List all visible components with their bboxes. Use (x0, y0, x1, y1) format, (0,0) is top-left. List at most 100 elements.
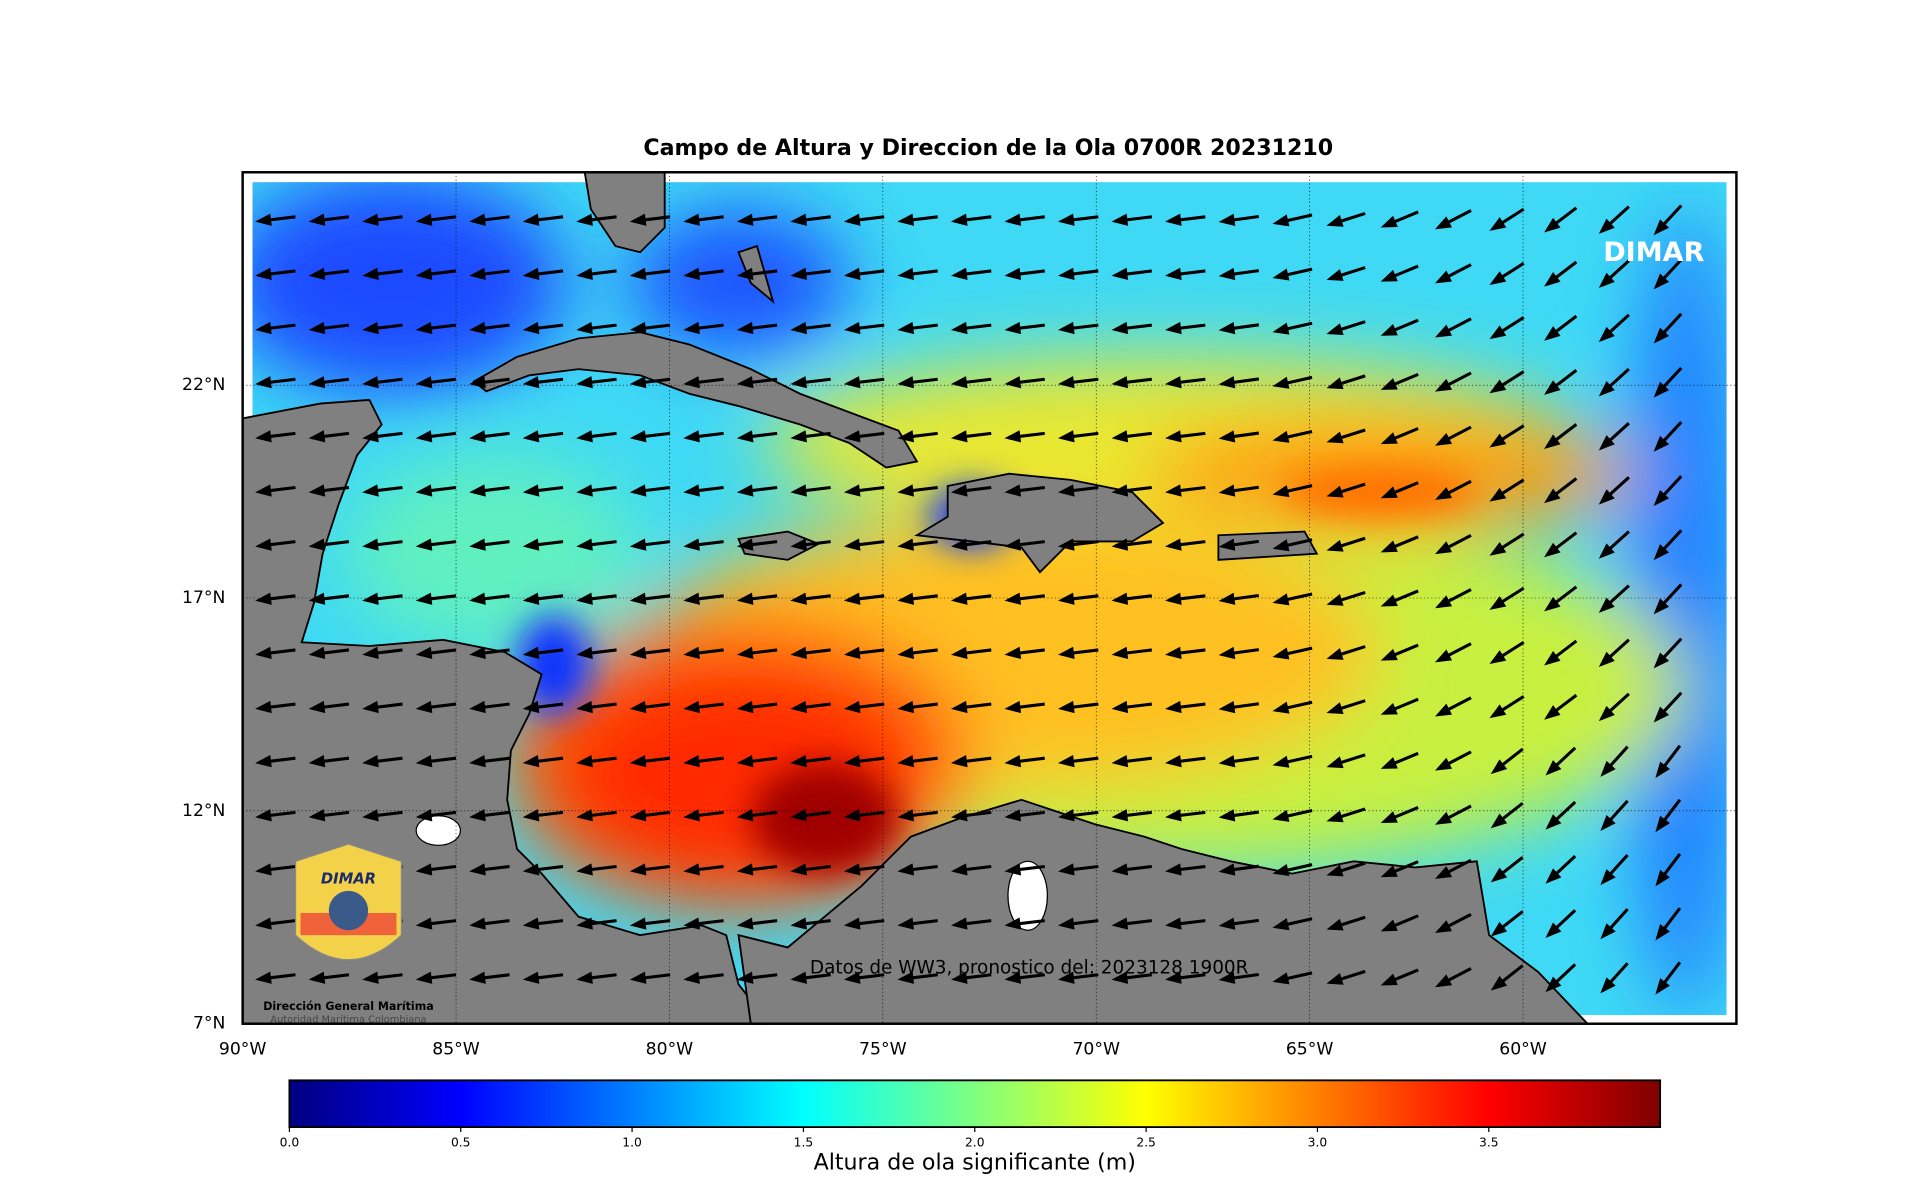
wave-arrow-head (1111, 592, 1129, 605)
wave-arrow-head (1165, 592, 1182, 605)
wave-arrow-head (950, 917, 968, 930)
wave-arrow-head (255, 863, 272, 876)
wave-arrow-head (1544, 380, 1561, 395)
wave-arrow-head (1218, 701, 1236, 714)
wave-arrow-head (1165, 700, 1182, 714)
wave-arrow-head (950, 484, 968, 497)
wave-arrow-head (950, 430, 968, 443)
wave-arrow-head (469, 917, 486, 930)
wave-arrow-head (683, 484, 700, 497)
wave-arrow-head (790, 538, 807, 551)
wave-arrow-head (1598, 543, 1615, 559)
wave-arrow-head (1598, 218, 1615, 234)
wave-arrow-head (1004, 484, 1022, 497)
wave-arrow-head (576, 538, 593, 551)
wave-arrow-head (469, 646, 486, 659)
wave-arrow-head (308, 809, 326, 822)
lon-tick-label: 70°W (1072, 1040, 1120, 1060)
wave-arrow-head (1434, 595, 1453, 609)
wave-arrow-head (1272, 376, 1290, 389)
wave-arrow-head (362, 592, 379, 605)
map-frame (241, 171, 1738, 1025)
wave-arrow-head (469, 430, 486, 443)
wave-arrow-head (576, 700, 593, 714)
wave-arrow-head (415, 267, 433, 281)
wave-arrow-head (576, 863, 593, 876)
wave-arrow-head (1218, 917, 1236, 930)
wave-arrow-head (1544, 326, 1561, 341)
wave-arrow-head (415, 700, 433, 714)
wave-arrow-head (308, 971, 326, 984)
wave-arrow-head (1544, 217, 1561, 233)
wave-arrow-head (576, 267, 593, 281)
wave-arrow-head (629, 646, 647, 659)
wave-arrow-head (469, 755, 486, 768)
wave-arrow-head (1326, 648, 1344, 660)
wave-arrow-head (469, 267, 486, 281)
wave-arrow-head (736, 592, 754, 605)
wave-arrow-head (736, 971, 754, 984)
wave-arrow-head (415, 321, 433, 335)
wave-arrow-head (897, 592, 915, 605)
wave-arrow-head (1004, 646, 1022, 659)
wave-arrow-head (790, 863, 807, 876)
wave-arrow-head (629, 321, 647, 335)
wave-arrow-head (1165, 430, 1182, 443)
wave-arrow-head (790, 430, 807, 443)
wave-arrow-head (683, 592, 700, 605)
wave-arrow-head (1380, 919, 1398, 932)
wave-arrow-head (255, 917, 272, 930)
wave-arrow-head (362, 267, 379, 281)
wave-arrow-head (522, 755, 540, 768)
wave-arrow-head (1057, 484, 1075, 497)
colorbar-tick-label: 0.5 (451, 1136, 471, 1150)
wave-arrow-head (415, 484, 433, 497)
wave-arrow-head (1004, 430, 1022, 443)
wave-arrow-head (1272, 485, 1290, 498)
wave-arrow-head (790, 592, 807, 605)
wave-arrow-head (1218, 322, 1236, 335)
wave-arrow-head (469, 592, 486, 605)
wave-arrow-head (1004, 538, 1022, 551)
wave-arrow-head (362, 646, 379, 659)
wave-arrow-head (1544, 434, 1561, 449)
wave-arrow-head (843, 213, 861, 226)
wave-arrow-head (1111, 700, 1129, 714)
wave-arrow-head (1434, 757, 1453, 771)
wave-arrow-head (308, 755, 326, 768)
wave-arrow-head (1004, 321, 1022, 335)
wave-arrow-head (1380, 323, 1398, 336)
wave-arrow-head (255, 430, 272, 443)
wave-arrow-head (683, 755, 700, 768)
wave-arrow-head (576, 321, 593, 335)
wave-arrow-head (469, 809, 486, 822)
wave-arrow-head (1598, 651, 1615, 668)
wave-arrow-head (897, 700, 915, 714)
wave-arrow-head (576, 971, 593, 984)
wave-arrow-head (1057, 809, 1075, 822)
wave-arrow-head (469, 700, 486, 714)
wave-arrow-head (1434, 920, 1453, 934)
wave-arrow-head (843, 430, 861, 443)
colorbar-tick-label: 3.0 (1308, 1136, 1328, 1150)
wave-arrow-head (683, 700, 700, 714)
wave-arrow-head (522, 321, 540, 335)
wave-arrow-head (469, 863, 486, 876)
wave-arrow-head (1653, 381, 1670, 398)
wave-arrow-head (736, 430, 754, 443)
wave-arrow-head (1272, 864, 1290, 877)
wave-arrow-head (469, 538, 486, 551)
lon-tick-label: 65°W (1286, 1040, 1334, 1060)
wave-arrow-head (629, 755, 647, 768)
wave-arrow-head (415, 430, 433, 443)
wave-arrow-head (1598, 705, 1615, 722)
wave-arrow-head (308, 484, 326, 497)
wave-arrow-head (522, 863, 540, 876)
wave-arrow-head (1489, 433, 1507, 448)
wave-arrow-head (1165, 646, 1182, 659)
wave-arrow-head (255, 646, 272, 659)
wave-arrow-head (1218, 646, 1236, 660)
wave-arrow-head (308, 213, 326, 226)
